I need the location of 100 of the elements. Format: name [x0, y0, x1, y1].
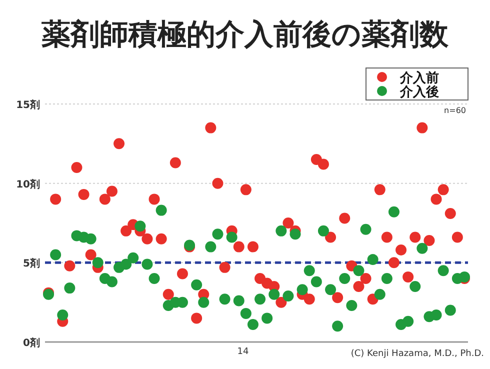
point	[191, 279, 202, 290]
point	[353, 265, 364, 276]
point	[402, 316, 414, 327]
point	[346, 300, 358, 312]
point	[114, 138, 125, 150]
point	[310, 276, 322, 288]
point	[233, 241, 244, 252]
point	[198, 296, 210, 308]
point	[268, 288, 280, 300]
point	[374, 288, 386, 300]
point	[233, 295, 244, 306]
point	[367, 254, 378, 265]
point	[142, 258, 153, 270]
point	[50, 249, 62, 260]
point	[353, 280, 364, 292]
point	[106, 276, 118, 288]
point	[176, 268, 188, 280]
point	[416, 122, 428, 134]
point	[205, 122, 216, 134]
point	[296, 284, 308, 296]
point	[430, 310, 442, 321]
point	[50, 194, 62, 205]
point	[304, 265, 315, 276]
text: (C) Kenji Hazama, M.D., Ph.D.	[350, 349, 484, 359]
point	[262, 312, 273, 324]
point	[276, 296, 287, 308]
point	[402, 271, 414, 282]
point	[71, 162, 82, 173]
point	[318, 225, 329, 236]
point	[148, 194, 160, 205]
point	[148, 273, 160, 284]
point	[162, 288, 174, 300]
point	[128, 252, 139, 264]
point	[430, 194, 442, 205]
point	[332, 320, 344, 332]
point	[325, 232, 336, 243]
point	[191, 312, 202, 324]
point	[64, 282, 76, 294]
point	[452, 232, 463, 243]
point	[339, 212, 350, 224]
point	[212, 178, 224, 189]
annotation: n=60	[444, 106, 466, 115]
point	[78, 188, 90, 200]
point	[134, 220, 146, 232]
point	[247, 241, 258, 252]
point	[304, 294, 315, 305]
y-tick-label: 15剤	[16, 99, 40, 111]
point	[142, 233, 153, 244]
point	[388, 206, 400, 218]
point	[170, 157, 181, 168]
point	[205, 241, 216, 252]
point	[92, 257, 104, 268]
point	[388, 257, 400, 268]
point	[410, 232, 421, 243]
point	[254, 294, 266, 305]
point	[212, 228, 224, 240]
legend-label: 介入前	[399, 70, 439, 86]
point	[416, 242, 428, 254]
point	[396, 244, 407, 256]
point	[120, 225, 132, 236]
point	[374, 184, 386, 196]
point	[276, 225, 287, 236]
point	[360, 224, 372, 235]
point	[156, 233, 167, 244]
point	[219, 262, 230, 273]
y-tick-label: 0剤	[23, 337, 40, 349]
point	[438, 265, 449, 276]
point	[226, 232, 238, 243]
point	[64, 260, 76, 272]
point	[332, 292, 344, 304]
point	[325, 284, 336, 296]
point	[240, 184, 252, 196]
point	[282, 290, 294, 302]
point	[219, 294, 230, 305]
point	[290, 228, 301, 240]
point	[156, 204, 167, 216]
point	[240, 308, 252, 319]
text: 14	[237, 347, 249, 357]
point	[438, 184, 449, 196]
point	[339, 273, 350, 284]
point	[57, 310, 68, 321]
point	[444, 304, 456, 316]
point	[381, 232, 392, 243]
y-tick-label: 5剤	[23, 258, 40, 270]
point	[381, 273, 392, 284]
point	[99, 194, 110, 205]
point	[360, 273, 372, 284]
point	[444, 208, 456, 219]
legend-label: 介入後	[399, 84, 439, 100]
point	[85, 249, 96, 260]
point	[282, 218, 294, 228]
y-tick-label: 10剤	[16, 178, 40, 190]
point	[410, 280, 421, 292]
point	[318, 158, 329, 170]
point	[120, 258, 132, 270]
point	[106, 186, 118, 197]
point	[247, 319, 258, 330]
chart-title: 薬剤師積極的介入前後の薬剤数	[40, 17, 450, 51]
point	[424, 234, 435, 246]
point	[85, 233, 96, 244]
